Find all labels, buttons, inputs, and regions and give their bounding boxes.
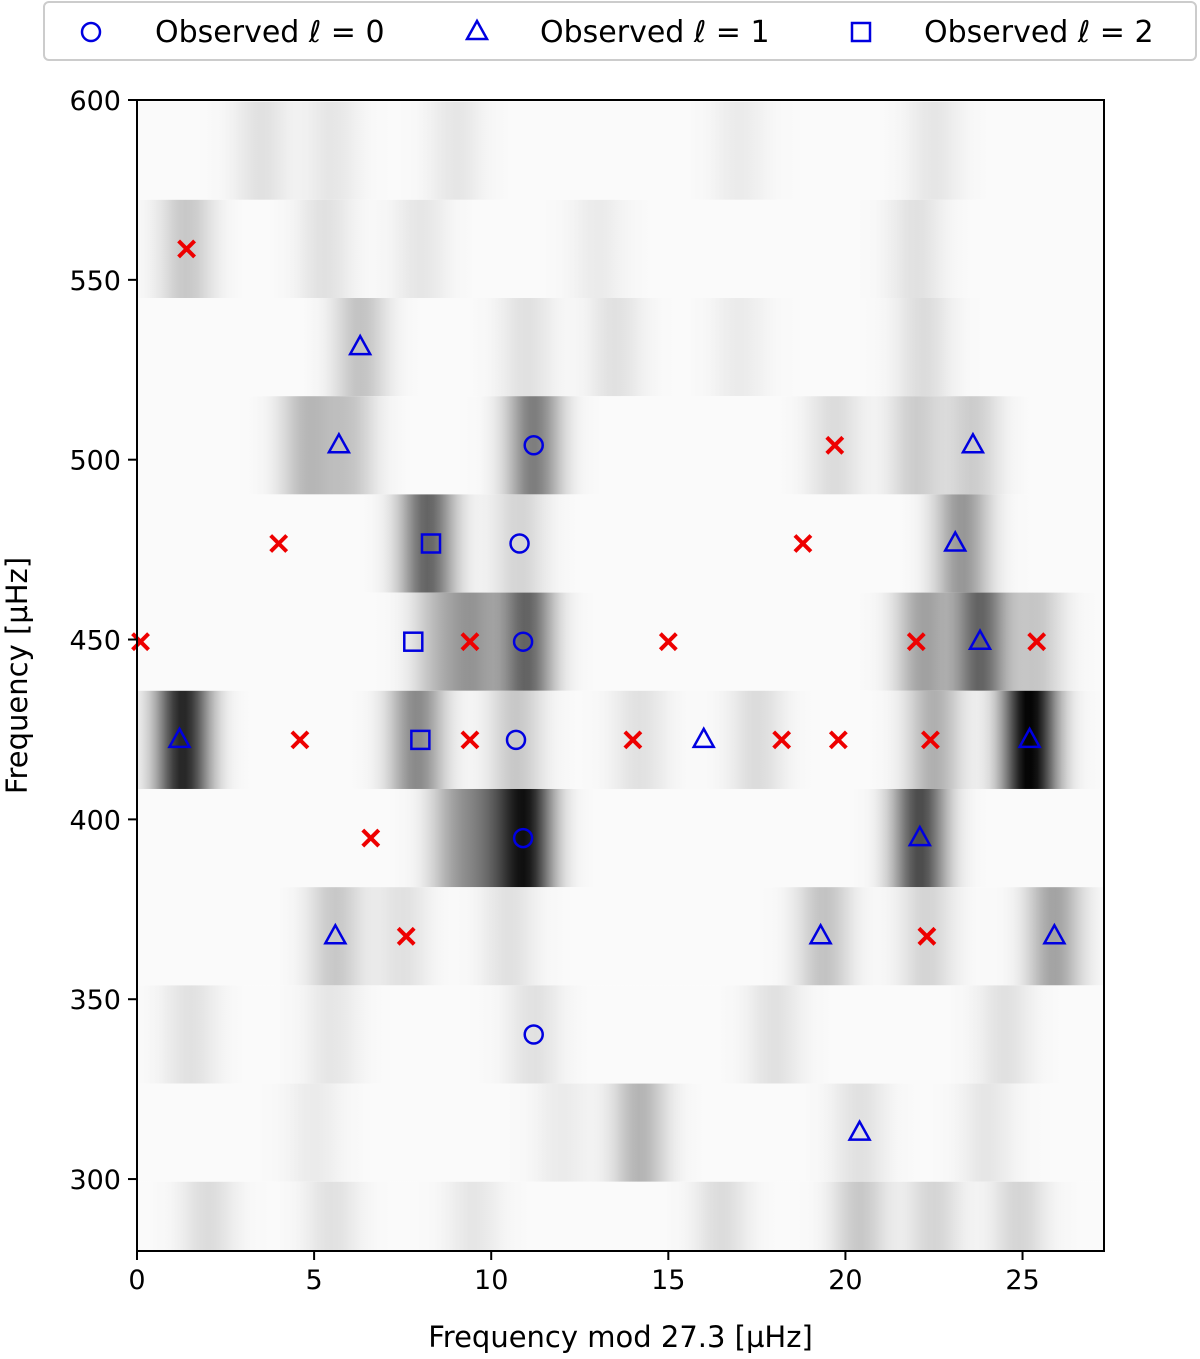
legend: Observed ℓ = 0 Observed ℓ = 1 Observed ℓ =… xyxy=(43,1,1197,61)
observed-triangle-point xyxy=(167,726,192,749)
model-cross-point xyxy=(658,632,678,652)
x-tick-label: 10 xyxy=(474,1265,508,1296)
observed-circle-point xyxy=(512,827,534,849)
heatmap-band xyxy=(137,494,1104,593)
heatmap-band xyxy=(137,1083,1104,1182)
model-cross-point xyxy=(131,632,150,652)
observed-circle-point xyxy=(509,533,530,554)
observed-circle-point xyxy=(523,1024,544,1045)
observed-square-point xyxy=(403,631,424,652)
legend-circle-marker xyxy=(80,21,102,43)
legend-label: Observed ℓ = 1 xyxy=(540,15,770,50)
x-tick-label: 5 xyxy=(306,1265,323,1296)
observed-square-point xyxy=(420,533,442,554)
y-tick-label: 400 xyxy=(69,805,121,836)
y-tick-label: 350 xyxy=(69,985,121,1016)
legend-label: Observed ℓ = 0 xyxy=(155,15,385,50)
observed-circle-point xyxy=(523,435,544,456)
x-axis-ticks: 0 5 10 15 20 25 xyxy=(128,1251,1040,1296)
data-markers xyxy=(131,239,1067,1141)
legend-label: Observed ℓ = 2 xyxy=(924,15,1154,50)
model-cross-point xyxy=(177,239,197,259)
observed-circle-point xyxy=(512,631,534,652)
observed-triangle-point xyxy=(323,922,348,945)
heatmap-band xyxy=(137,592,1104,691)
model-cross-point xyxy=(623,730,643,750)
observed-triangle-point xyxy=(808,922,833,945)
heatmap-band xyxy=(137,199,1104,299)
observed-triangle-point xyxy=(907,824,932,847)
y-tick-label: 500 xyxy=(69,446,121,477)
model-cross-point xyxy=(921,730,940,750)
heatmap-band xyxy=(137,101,1104,200)
heatmap-band xyxy=(137,396,1104,495)
x-axis-label: Frequency mod 27.3 [µHz] xyxy=(428,1320,813,1354)
x-tick-label: 15 xyxy=(651,1265,685,1296)
x-tick-label: 20 xyxy=(828,1265,862,1296)
observed-triangle-point xyxy=(943,529,968,552)
x-tick-label: 25 xyxy=(1005,1265,1039,1296)
heatmap-band xyxy=(137,298,1104,397)
model-cross-point xyxy=(361,828,381,848)
y-tick-label: 300 xyxy=(69,1165,121,1196)
observed-triangle-point xyxy=(1042,922,1067,945)
model-cross-point xyxy=(825,435,845,455)
heatmap-band xyxy=(137,887,1104,986)
model-cross-point xyxy=(460,632,480,652)
heatmap-band xyxy=(137,985,1104,1084)
model-cross-point xyxy=(1027,632,1047,652)
model-cross-point xyxy=(793,534,813,553)
heatmap-band xyxy=(137,690,1104,789)
model-cross-point xyxy=(269,534,289,553)
observed-triangle-point xyxy=(348,333,373,356)
heatmap-band xyxy=(137,788,1104,888)
y-axis-label: Frequency [µHz] xyxy=(0,557,34,794)
heatmap-background xyxy=(137,101,1104,1251)
y-axis-ticks: 300 350 400 450 500 550 600 xyxy=(69,86,137,1196)
model-cross-point xyxy=(396,926,416,946)
observed-triangle-point xyxy=(1017,726,1042,749)
observed-triangle-point xyxy=(847,1119,872,1141)
heatmap-band xyxy=(137,1181,1104,1251)
legend-box xyxy=(43,1,1197,61)
observed-triangle-point xyxy=(326,431,352,454)
observed-square-point xyxy=(410,729,431,751)
plot-frame xyxy=(136,99,1105,1252)
y-tick-label: 600 xyxy=(69,86,121,117)
legend-square-marker xyxy=(850,21,872,43)
model-cross-point xyxy=(290,730,310,750)
y-tick-label: 550 xyxy=(69,266,121,297)
observed-triangle-point xyxy=(960,431,986,454)
model-cross-point xyxy=(906,632,926,652)
observed-triangle-point xyxy=(691,726,716,749)
observed-circle-point xyxy=(505,729,527,751)
model-cross-point xyxy=(460,730,480,750)
x-tick-label: 0 xyxy=(128,1265,145,1296)
model-cross-point xyxy=(917,926,937,946)
model-cross-point xyxy=(772,730,792,750)
legend-triangle-marker xyxy=(464,18,490,41)
observed-triangle-point xyxy=(967,628,993,650)
model-cross-point xyxy=(828,730,848,750)
y-tick-label: 450 xyxy=(69,626,121,657)
